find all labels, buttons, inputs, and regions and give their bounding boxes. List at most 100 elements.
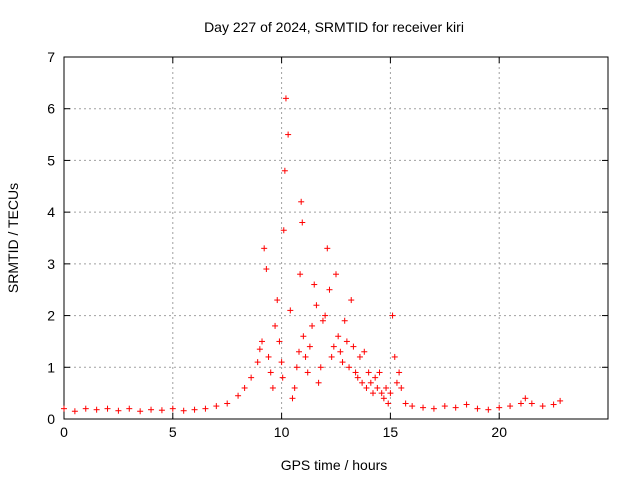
data-point — [278, 359, 285, 366]
data-point — [281, 167, 288, 174]
data-point — [354, 374, 361, 381]
data-point — [82, 405, 89, 412]
data-point — [256, 346, 263, 353]
data-point — [265, 353, 272, 360]
data-point — [363, 384, 370, 391]
data-point — [359, 379, 366, 386]
data-point — [452, 404, 459, 411]
data-point — [302, 353, 309, 360]
data-point — [517, 400, 524, 407]
data-point — [333, 271, 339, 278]
data-point — [356, 353, 363, 360]
data-point — [420, 404, 427, 411]
data-point — [115, 407, 122, 414]
grid-lines — [64, 57, 608, 419]
data-point — [378, 390, 385, 397]
data-point — [339, 359, 346, 366]
data-point — [365, 369, 372, 376]
data-point — [317, 364, 324, 371]
data-point — [496, 404, 503, 411]
x-tick-label: 0 — [60, 424, 68, 440]
data-point — [315, 379, 322, 386]
data-point — [343, 338, 350, 345]
data-point — [241, 384, 248, 391]
x-tick-label: 15 — [383, 424, 399, 440]
x-tick-label: 10 — [274, 424, 290, 440]
data-point — [254, 359, 261, 366]
x-tick-label: 5 — [169, 424, 177, 440]
data-point — [280, 227, 287, 234]
data-point — [409, 403, 416, 410]
y-tick-label: 1 — [47, 359, 55, 375]
data-point — [485, 406, 492, 413]
data-point — [180, 407, 187, 414]
data-point — [71, 408, 78, 415]
data-point — [383, 384, 390, 391]
data-point — [137, 408, 144, 415]
data-point — [202, 405, 209, 412]
data-point — [396, 369, 403, 376]
data-point — [346, 364, 353, 371]
data-point — [261, 245, 268, 252]
data-point — [441, 403, 448, 410]
y-tick-label: 6 — [47, 101, 55, 117]
data-point — [387, 390, 394, 397]
plot-frame — [63, 56, 609, 420]
data-point — [259, 338, 266, 345]
data-point — [335, 333, 342, 340]
data-point — [348, 297, 355, 304]
data-point — [367, 379, 374, 386]
data-point — [267, 369, 274, 376]
data-point — [306, 343, 313, 350]
y-tick-label: 2 — [47, 308, 55, 324]
data-point — [311, 281, 318, 288]
data-point — [550, 401, 557, 408]
data-point — [276, 338, 283, 345]
data-point — [274, 297, 281, 304]
data-point — [269, 384, 276, 391]
data-point — [322, 312, 329, 319]
data-point — [330, 343, 337, 350]
data-point — [539, 403, 546, 410]
data-point — [474, 405, 481, 412]
data-point — [291, 384, 298, 391]
data-point — [93, 406, 100, 413]
data-point — [385, 400, 392, 407]
data-point — [380, 395, 387, 402]
data-point — [328, 353, 335, 360]
data-point — [297, 271, 304, 278]
y-tick-label: 7 — [47, 49, 55, 65]
data-point — [528, 400, 535, 407]
data-point — [402, 400, 409, 407]
data-point — [61, 405, 67, 412]
data-point — [285, 131, 292, 138]
data-point — [361, 348, 368, 355]
data-point — [148, 406, 155, 413]
y-tick-label: 5 — [47, 152, 55, 168]
data-point — [282, 95, 289, 102]
data-point — [352, 369, 359, 376]
data-point — [374, 384, 381, 391]
data-point — [350, 343, 357, 350]
data-point — [341, 317, 348, 324]
data-point — [289, 395, 296, 402]
x-axis-label: GPS time / hours — [281, 457, 388, 473]
data-point — [158, 407, 165, 414]
data-point — [398, 384, 405, 391]
data-point — [263, 266, 270, 273]
x-axis-ticks: 0 5 10 15 20 — [60, 57, 507, 440]
data-point — [372, 374, 379, 381]
data-point — [104, 405, 111, 412]
data-point — [213, 403, 220, 410]
data-point — [169, 405, 176, 412]
data-point — [324, 245, 331, 252]
data-point — [326, 286, 333, 293]
data-point — [300, 333, 307, 340]
data-point — [224, 400, 231, 407]
data-point — [248, 374, 255, 381]
data-point — [304, 369, 311, 376]
data-point — [391, 353, 398, 360]
data-point — [235, 392, 242, 399]
data-point — [369, 390, 376, 397]
